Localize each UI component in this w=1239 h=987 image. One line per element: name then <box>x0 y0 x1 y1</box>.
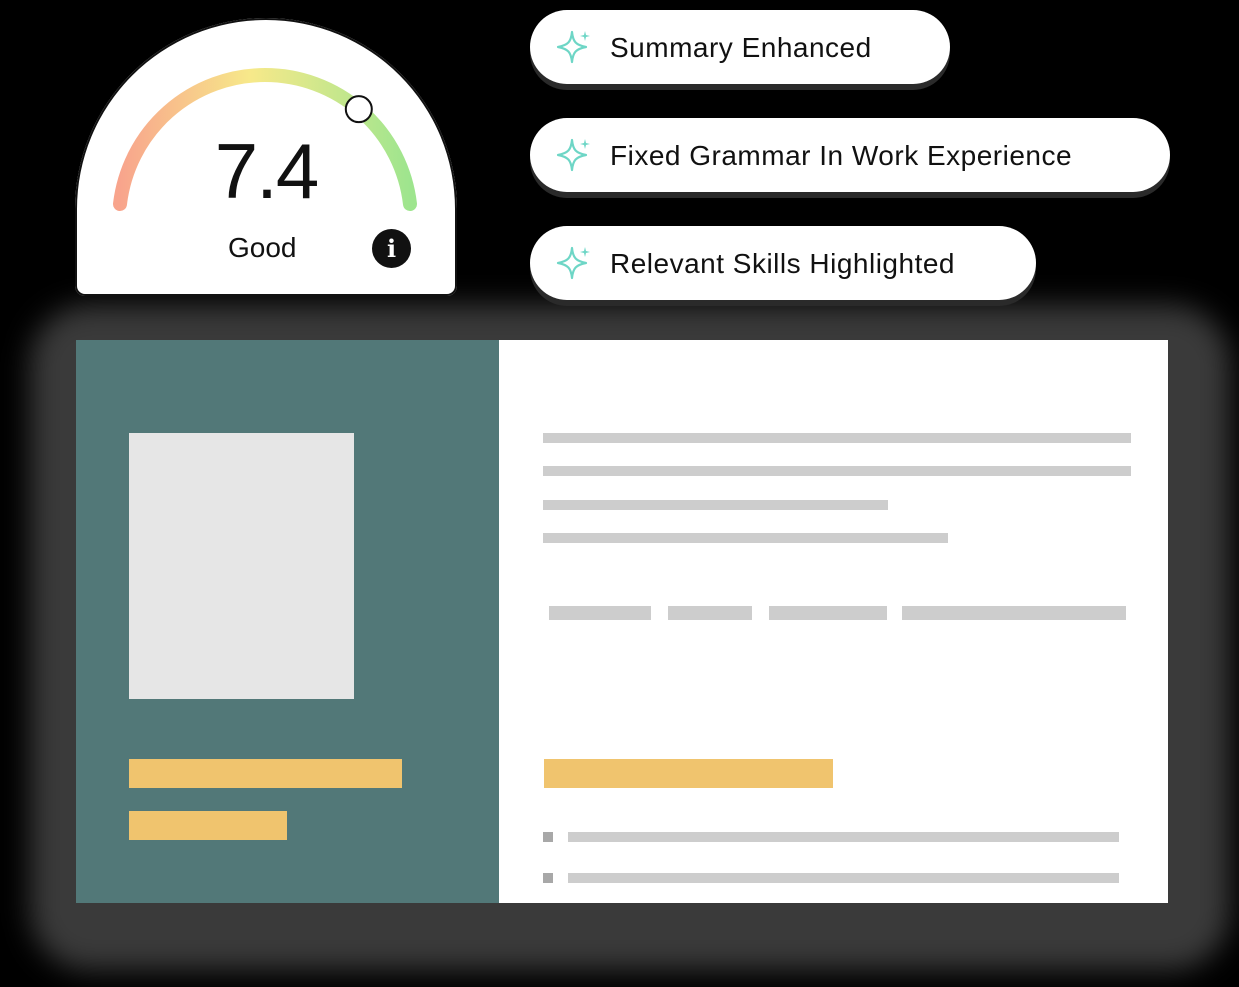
list-bullet <box>543 873 553 883</box>
skill-tag-placeholder <box>668 606 752 620</box>
gauge-indicator-knob <box>344 95 373 124</box>
improvement-label: Relevant Skills Highlighted <box>610 248 956 279</box>
skill-tag-placeholder <box>549 606 651 620</box>
resume-preview <box>76 340 1168 903</box>
section-heading-placeholder <box>544 759 833 788</box>
summary-line <box>543 466 1131 476</box>
improvement-pill: Fixed Grammar In Work Experience <box>530 118 1170 192</box>
resume-score-card: 7.4 Good i <box>75 18 457 296</box>
sparkle-icon <box>556 246 590 280</box>
resume-sidebar <box>76 340 499 903</box>
skill-tag-placeholder <box>902 606 1126 620</box>
score-gauge <box>113 68 417 211</box>
summary-line <box>543 533 948 543</box>
improvement-label: Fixed Grammar In Work Experience <box>610 140 1073 171</box>
sparkle-icon <box>556 30 590 64</box>
list-line <box>568 832 1119 842</box>
summary-line <box>543 433 1131 443</box>
profile-photo-placeholder <box>129 433 354 699</box>
improvement-pill: Relevant Skills Highlighted <box>530 226 1036 300</box>
summary-line <box>543 500 888 510</box>
list-bullet <box>543 832 553 842</box>
skill-tag-placeholder <box>769 606 887 620</box>
score-value: 7.4 <box>214 127 319 215</box>
title-placeholder <box>129 811 287 840</box>
sparkle-icon <box>556 138 590 172</box>
improvement-pill: Summary Enhanced <box>530 10 950 84</box>
name-placeholder <box>129 759 402 788</box>
improvement-label: Summary Enhanced <box>610 32 872 63</box>
info-icon[interactable]: i <box>372 229 411 268</box>
list-line <box>568 873 1119 883</box>
score-rating-label: Good <box>228 232 297 263</box>
